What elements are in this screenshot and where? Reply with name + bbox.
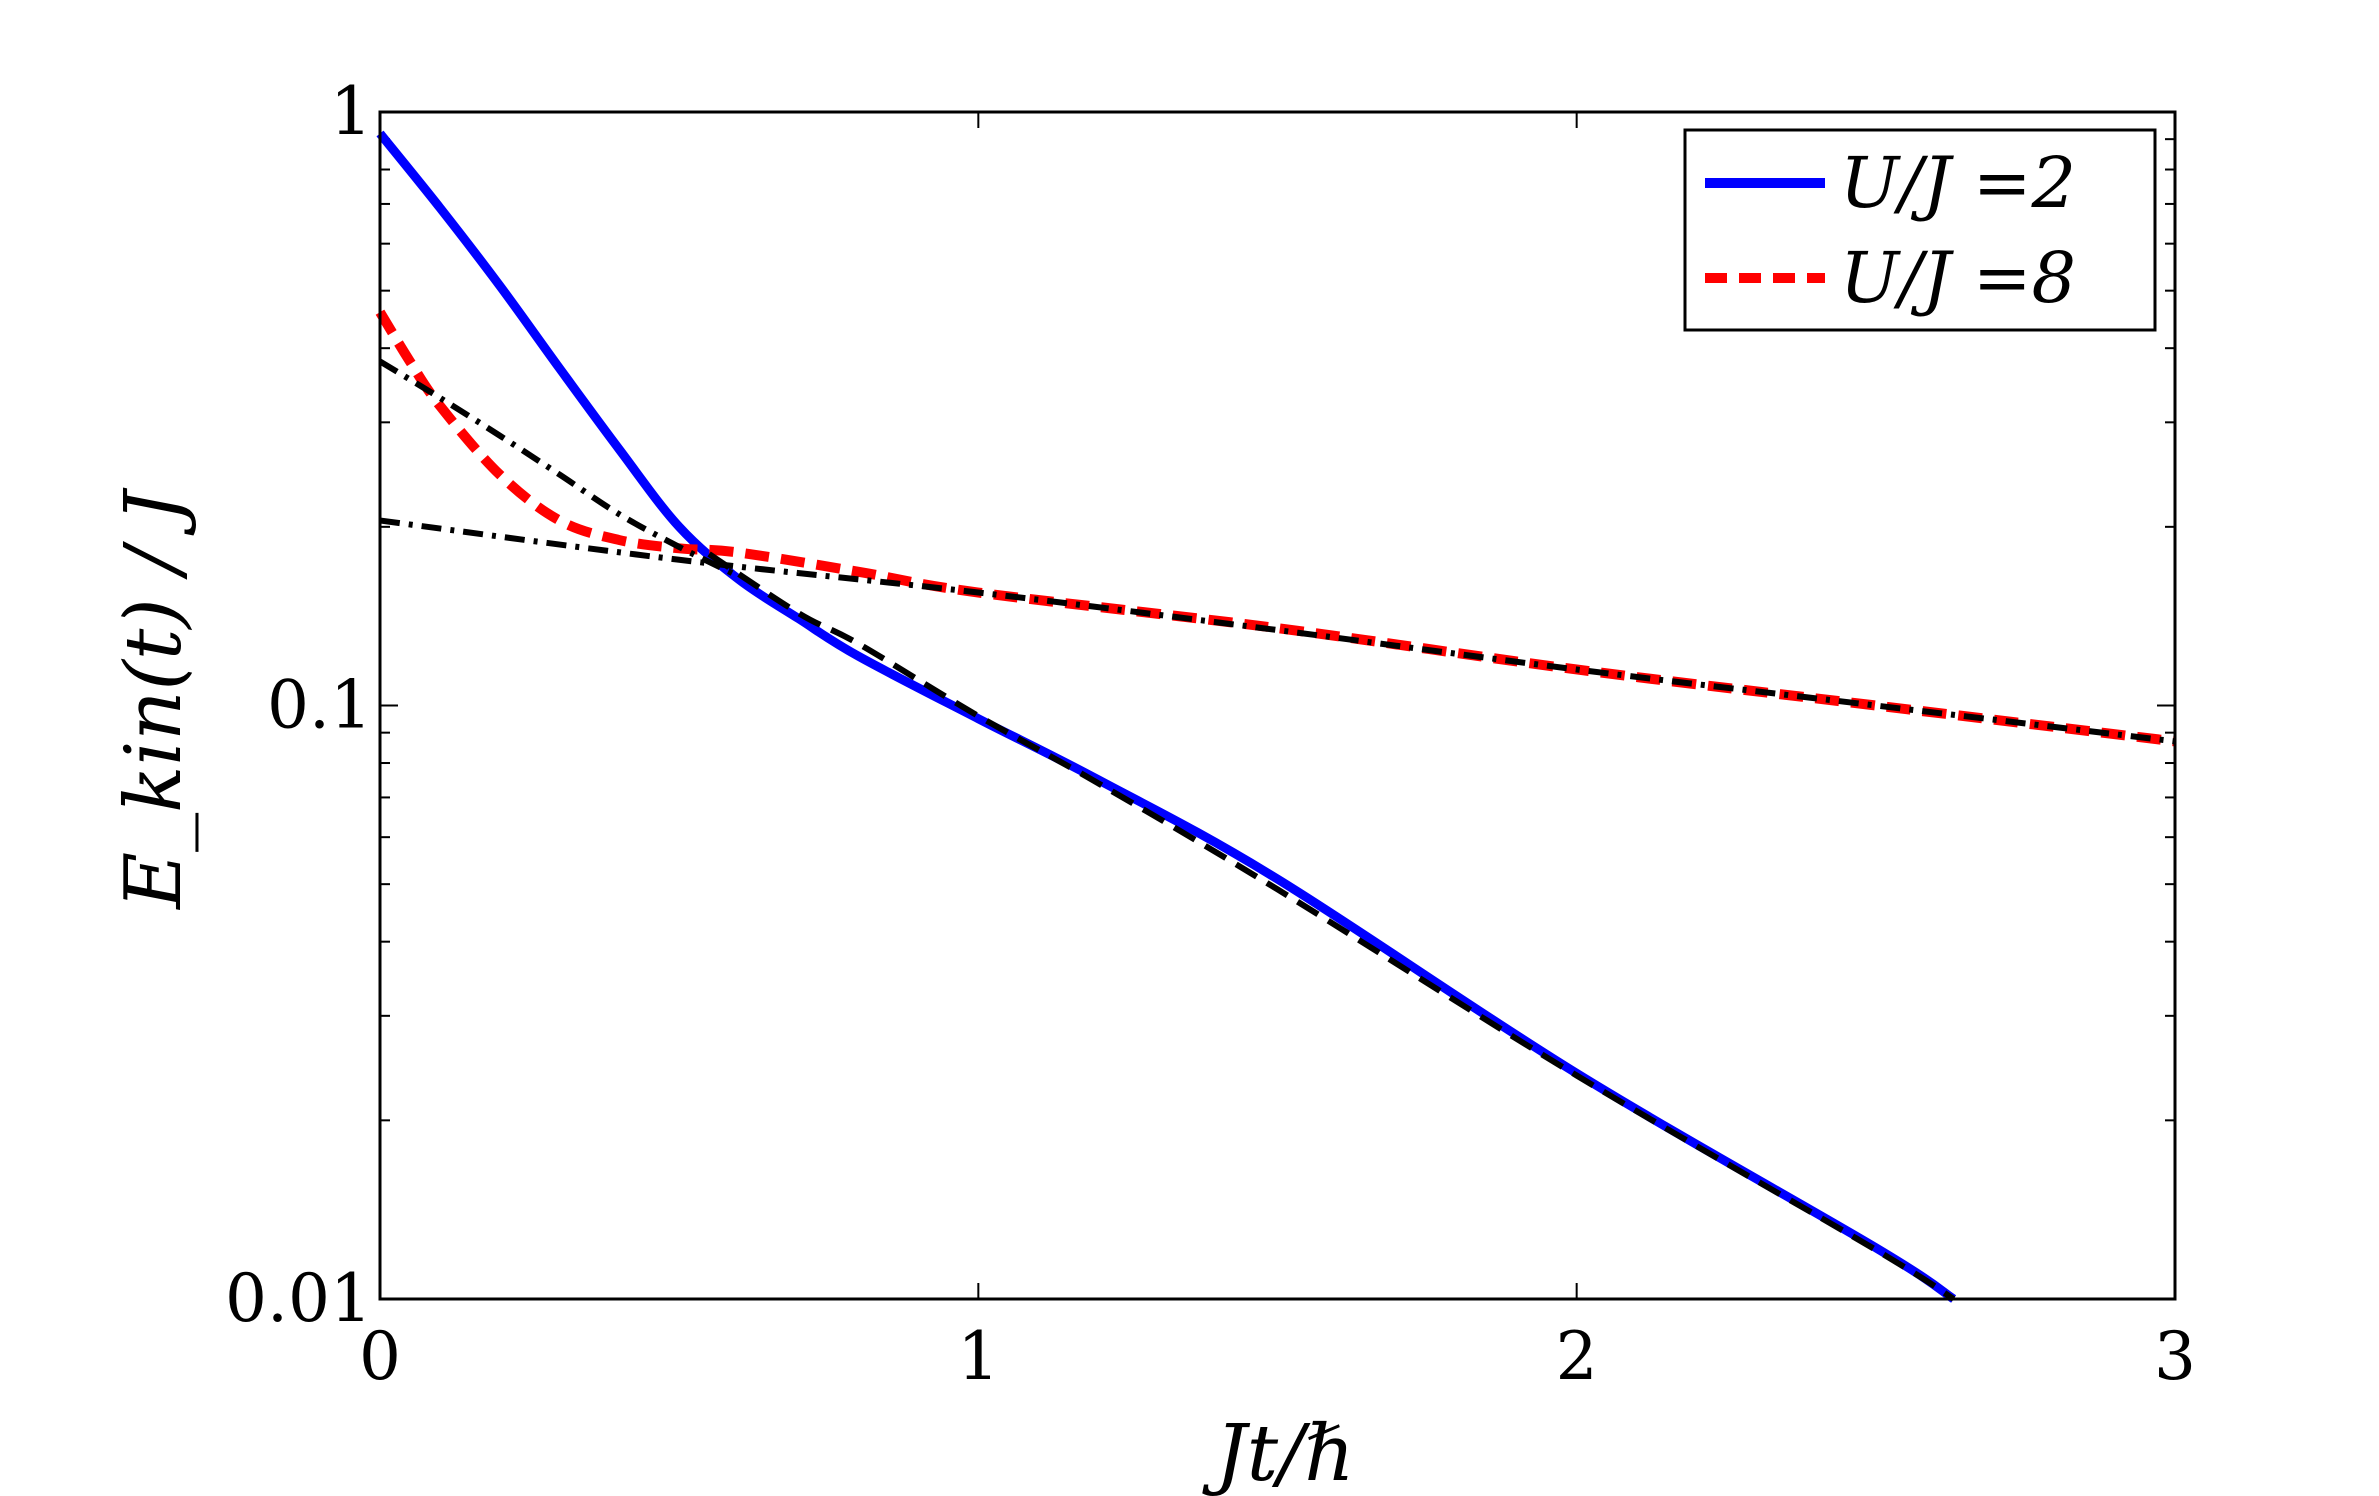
legend-label-u8: U/J =8 xyxy=(1840,237,2076,319)
x-tick-label: 2 xyxy=(1556,1318,1598,1395)
y-tick-label: 0.1 xyxy=(267,667,372,744)
series-lines xyxy=(375,130,2176,1303)
legend-label-u2: U/J =2 xyxy=(1840,142,2076,224)
y-tick-label: 0.01 xyxy=(225,1260,372,1337)
x-tick-labels: 0 1 2 3 xyxy=(359,1318,2196,1395)
fit-line-4 xyxy=(707,551,1956,1302)
y-tick-label: 1 xyxy=(330,73,372,150)
legend-box xyxy=(1683,128,2157,332)
x-tick-label: 3 xyxy=(2154,1318,2196,1395)
fit-line-3 xyxy=(378,358,741,580)
x-tick-label: 1 xyxy=(957,1318,999,1395)
legend: U/J =2 U/J =8 xyxy=(1683,128,2157,332)
y-tick-labels: 0.01 0.1 1 xyxy=(225,73,372,1337)
plot-frame xyxy=(378,110,2177,1301)
x-axis-label: Jt/ℏ xyxy=(1201,1409,1354,1496)
fit-line-2 xyxy=(379,517,2176,745)
x-tick-label: 0 xyxy=(359,1318,401,1395)
y-axis-label: E_kin(t) / J xyxy=(109,487,199,910)
